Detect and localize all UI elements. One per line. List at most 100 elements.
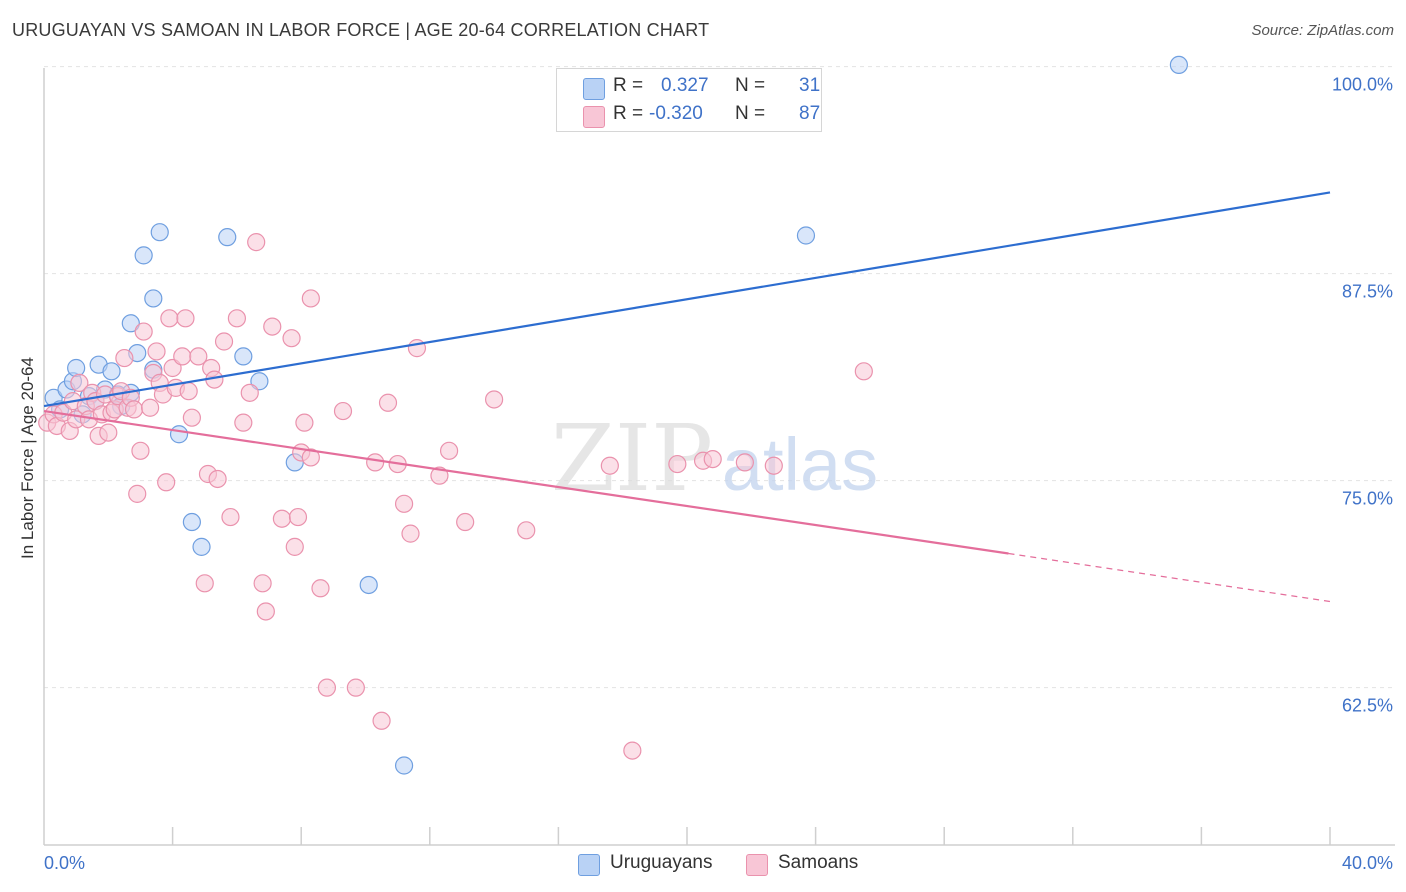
samoans-point bbox=[256, 602, 275, 621]
samoans-point bbox=[128, 484, 147, 503]
r-label: R = bbox=[613, 103, 644, 124]
samoans-swatch bbox=[583, 106, 605, 128]
gridlines bbox=[44, 66, 1395, 689]
samoans-point bbox=[401, 524, 420, 543]
trend-lines bbox=[43, 191, 1331, 603]
samoans-point bbox=[140, 398, 160, 417]
samoans-r-value: -0.320 bbox=[649, 103, 703, 124]
samoans-point bbox=[282, 329, 301, 348]
samoans-point bbox=[234, 413, 253, 432]
tick-labels: 62.5% 75.0% 87.5% 100.0% 0.0% 40.0% bbox=[44, 75, 1393, 873]
samoans-point bbox=[346, 678, 365, 697]
samoans-point bbox=[623, 741, 642, 760]
samoans-point bbox=[147, 342, 166, 361]
n-label: N = bbox=[735, 75, 766, 96]
samoans-point bbox=[301, 289, 320, 308]
uruguayans-point bbox=[67, 358, 86, 378]
uruguayans-point bbox=[394, 756, 414, 775]
samoans-point bbox=[668, 454, 687, 474]
n-label: N = bbox=[735, 103, 766, 124]
uruguayans-point bbox=[102, 362, 121, 381]
x-tick-label: 0.0% bbox=[44, 853, 85, 873]
samoans-point bbox=[288, 507, 308, 527]
samoans-point bbox=[195, 574, 214, 593]
samoans-point bbox=[131, 441, 150, 460]
samoans-point bbox=[517, 521, 536, 540]
correlation-legend: R = 0.327 N = 31 R = -0.320 N = 87 bbox=[556, 68, 822, 132]
samoans-point bbox=[301, 448, 320, 467]
samoans-legend-swatch bbox=[746, 854, 768, 876]
y-tick-label: 62.5% bbox=[1342, 696, 1393, 716]
samoans-point bbox=[378, 393, 398, 412]
uruguayans-point bbox=[1169, 55, 1188, 75]
chart-source: Source: ZipAtlas.com bbox=[1251, 22, 1394, 39]
samoans-point bbox=[485, 390, 504, 409]
samoans-point bbox=[214, 332, 234, 351]
samoans-point bbox=[272, 509, 292, 528]
uruguayans-n-value: 31 bbox=[799, 75, 821, 96]
chart-title: URUGUAYAN VS SAMOAN IN LABOR FORCE | AGE… bbox=[12, 20, 710, 40]
samoans-point bbox=[221, 507, 240, 527]
samoans-point bbox=[263, 317, 282, 336]
samoans-point bbox=[99, 423, 118, 442]
samoans-trend-extension bbox=[1008, 552, 1331, 603]
uruguayans-r-value: 0.327 bbox=[661, 75, 709, 96]
samoans-point bbox=[176, 309, 195, 328]
samoans-trend-line bbox=[43, 409, 1009, 555]
samoans-point bbox=[366, 453, 385, 472]
samoans-point bbox=[703, 449, 722, 469]
samoans-point bbox=[311, 579, 330, 598]
y-tick-label: 75.0% bbox=[1342, 489, 1393, 509]
samoans-point bbox=[173, 347, 192, 366]
samoans-point bbox=[134, 322, 153, 341]
samoans-point bbox=[439, 441, 459, 460]
y-tick-label: 87.5% bbox=[1342, 282, 1393, 302]
samoans-point bbox=[179, 382, 198, 401]
x-tick-label: 40.0% bbox=[1342, 853, 1393, 873]
uruguayans-legend-swatch bbox=[578, 854, 600, 876]
uruguayans-point bbox=[234, 347, 253, 366]
uruguayans-point bbox=[150, 223, 169, 242]
samoans-point bbox=[317, 678, 337, 697]
uruguayans-point bbox=[796, 226, 816, 245]
samoans-point bbox=[372, 711, 391, 730]
samoans-point bbox=[295, 413, 314, 432]
watermark-zip: ZIP bbox=[551, 405, 713, 512]
samoans-point bbox=[163, 358, 182, 378]
samoans-point bbox=[854, 362, 873, 381]
samoans-point bbox=[157, 473, 176, 492]
samoans-point bbox=[735, 453, 754, 472]
uruguayans-point bbox=[182, 512, 201, 532]
samoans-point bbox=[430, 466, 449, 485]
r-label: R = bbox=[613, 75, 644, 96]
uruguayans-point bbox=[218, 228, 237, 247]
samoans-point bbox=[208, 469, 227, 489]
axes bbox=[43, 68, 1395, 846]
samoans-point bbox=[227, 309, 246, 328]
uruguayans-point bbox=[134, 246, 153, 265]
uruguayans-swatch bbox=[583, 78, 605, 100]
uruguayans-point bbox=[121, 314, 140, 333]
samoans-point bbox=[285, 537, 304, 556]
samoans-point bbox=[764, 456, 783, 475]
uruguayans-point bbox=[144, 289, 163, 308]
samoans-point bbox=[124, 400, 144, 419]
uruguayans-point bbox=[192, 537, 211, 556]
uruguayans-legend-label: Uruguayans bbox=[610, 852, 713, 873]
uruguayans-point bbox=[359, 575, 378, 595]
samoans-point bbox=[333, 401, 353, 421]
samoans-point bbox=[70, 373, 89, 393]
uruguayans-point bbox=[169, 425, 189, 444]
samoans-n-value: 87 bbox=[799, 103, 821, 124]
samoans-point bbox=[253, 574, 272, 593]
y-tick-label: 100.0% bbox=[1332, 75, 1393, 95]
samoans-point bbox=[189, 347, 208, 366]
samoans-point bbox=[456, 512, 475, 532]
samoans-point bbox=[240, 383, 259, 402]
samoans-point bbox=[160, 309, 179, 328]
uruguayans-point bbox=[250, 372, 269, 391]
samoans-point bbox=[600, 456, 619, 475]
samoans-point bbox=[115, 348, 134, 368]
samoans-legend-label: Samoans bbox=[778, 852, 859, 873]
